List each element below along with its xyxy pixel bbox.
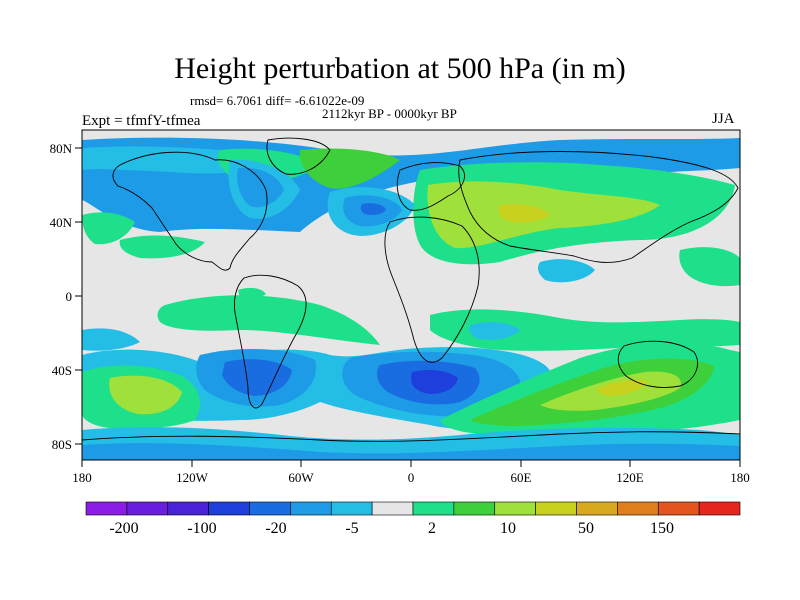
colorbar-label: -100 bbox=[187, 520, 216, 537]
lon-tick-label: 0 bbox=[408, 470, 415, 485]
colorbar-swatch bbox=[535, 501, 577, 516]
map-field bbox=[82, 130, 740, 460]
colorbar-swatch bbox=[208, 501, 250, 516]
lat-tick-label: 40S bbox=[52, 363, 72, 378]
coast-europe bbox=[396, 162, 465, 211]
coast-south-america bbox=[233, 274, 307, 409]
stats-text: rmsd= 6.7061 diff= -6.61022e-09 bbox=[190, 93, 365, 108]
coast-north-america bbox=[112, 151, 268, 271]
lat-tick-label: 0 bbox=[66, 289, 73, 304]
colorbar-swatch bbox=[330, 501, 373, 516]
colorbar-labels: -200 -100 -20 -5 2 10 50 150 bbox=[109, 520, 674, 537]
lon-tick-label: 60W bbox=[288, 470, 314, 485]
contour-fill bbox=[498, 204, 550, 223]
lon-tick-label: 180 bbox=[72, 470, 92, 485]
contour-fill bbox=[537, 259, 595, 283]
season-label: JJA bbox=[712, 111, 735, 127]
colorbar-swatch bbox=[290, 501, 332, 516]
coast-africa bbox=[384, 216, 480, 363]
coast-greenland bbox=[266, 137, 331, 175]
colorbar-swatch bbox=[371, 501, 414, 516]
contour-fill bbox=[430, 309, 740, 351]
contour-fill bbox=[597, 380, 648, 396]
period-text: 2112kyr BP - 0000kyr BP bbox=[322, 106, 457, 121]
coastlines bbox=[82, 137, 740, 442]
colorbar-swatch bbox=[249, 501, 291, 516]
contour-fill bbox=[410, 370, 458, 394]
contour-fill bbox=[222, 359, 292, 396]
colorbar-swatch bbox=[657, 501, 700, 516]
contour-fill bbox=[109, 375, 182, 415]
coast-asia bbox=[458, 151, 739, 263]
colorbar-label: -200 bbox=[109, 520, 138, 537]
map-title: Height perturbation at 500 hPa (in m) bbox=[174, 52, 626, 85]
lat-tick-label: 80S bbox=[52, 437, 72, 452]
contour-fill bbox=[157, 295, 380, 345]
colorbar-label: -5 bbox=[345, 520, 358, 537]
coast-antarctica bbox=[82, 431, 740, 442]
colorbar-swatch bbox=[617, 501, 659, 516]
colorbar-label: 150 bbox=[650, 520, 674, 537]
lon-tick-label: 120W bbox=[176, 470, 209, 485]
colorbar-swatch bbox=[453, 501, 496, 516]
colorbar-swatch bbox=[126, 501, 169, 516]
contour-fill bbox=[119, 235, 205, 259]
lon-axis: 180 120W 60W 0 60E 120E 180 bbox=[72, 460, 750, 485]
colorbar-label: 10 bbox=[500, 520, 516, 537]
contour-fill bbox=[238, 287, 266, 300]
coast-australia bbox=[617, 340, 698, 388]
contour-fill bbox=[360, 203, 386, 215]
lon-tick-label: 180 bbox=[730, 470, 750, 485]
colorbar-swatch bbox=[698, 501, 741, 516]
contour-fill bbox=[82, 328, 140, 351]
lat-tick-label: 80N bbox=[50, 141, 73, 156]
colorbar-swatch bbox=[85, 501, 128, 516]
contour-fill bbox=[679, 247, 740, 287]
lat-tick-label: 40N bbox=[50, 215, 73, 230]
colorbar-swatch bbox=[576, 501, 618, 516]
colorbar-label: 50 bbox=[578, 520, 594, 537]
contour-fill bbox=[82, 443, 740, 460]
colorbar bbox=[85, 501, 741, 516]
colorbar-label: 2 bbox=[428, 520, 436, 537]
lon-tick-label: 60E bbox=[511, 470, 532, 485]
contour-fill bbox=[237, 167, 284, 208]
colorbar-swatch bbox=[167, 501, 209, 516]
lat-axis: 80N 40N 0 40S 80S bbox=[50, 141, 82, 452]
colorbar-label: -20 bbox=[265, 520, 286, 537]
colorbar-swatch bbox=[412, 501, 455, 516]
colorbar-swatch bbox=[494, 501, 536, 516]
contour-fill bbox=[82, 212, 135, 245]
contour-fill bbox=[469, 322, 520, 340]
experiment-label: Expt = tfmfY-tfmea bbox=[82, 113, 201, 129]
lon-tick-label: 120E bbox=[616, 470, 644, 485]
